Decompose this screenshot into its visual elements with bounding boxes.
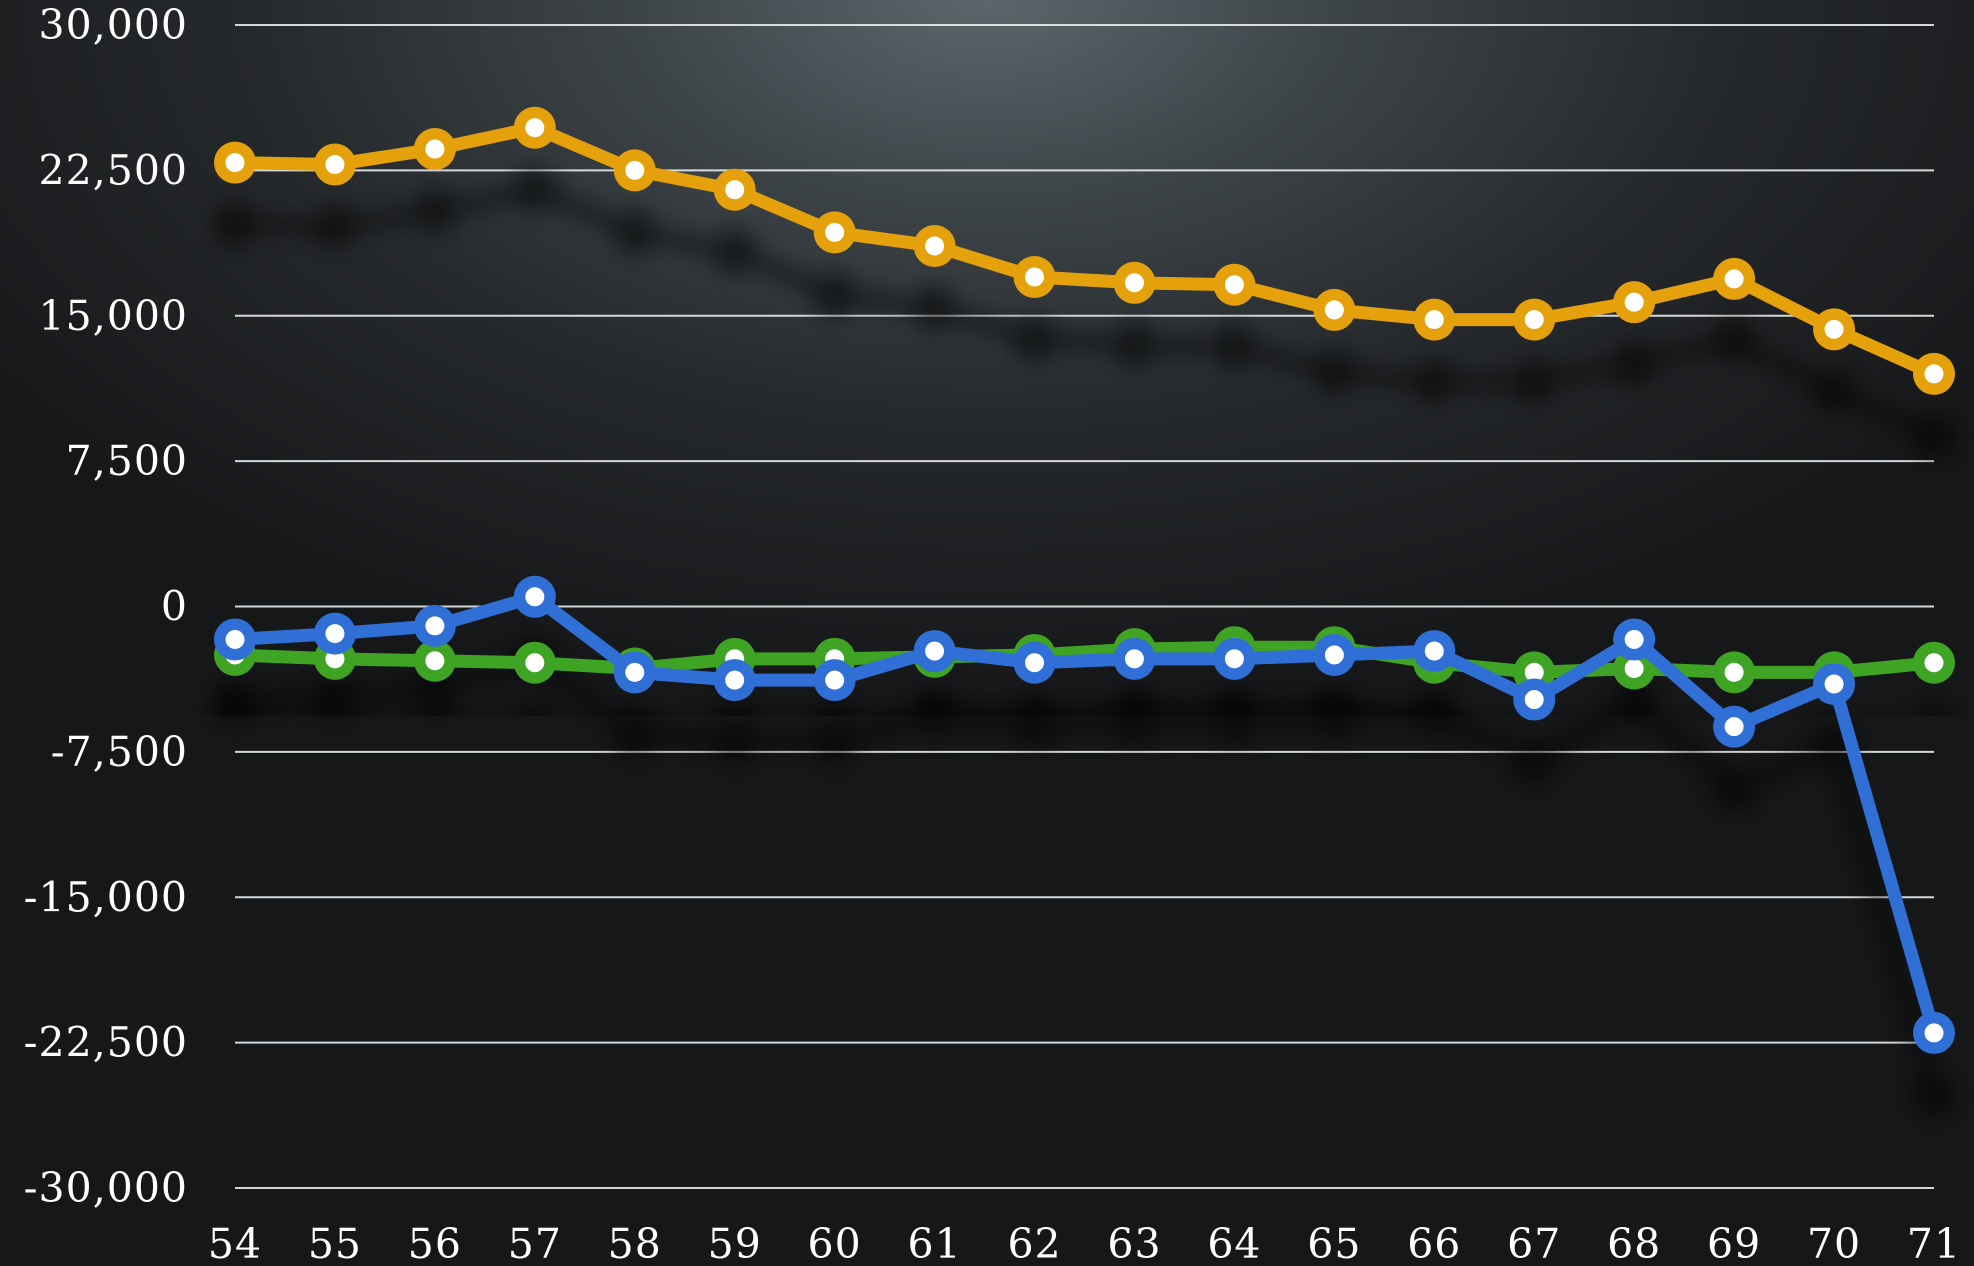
data-point-center: [325, 155, 345, 175]
data-point-center: [1324, 645, 1344, 665]
data-point-center: [1724, 662, 1744, 682]
y-tick-label: 30,000: [39, 1, 188, 49]
x-tick-label: 55: [308, 1220, 362, 1266]
data-point-center: [1524, 690, 1544, 710]
x-axis-ticks: 54 55 56 57 58 59 60 61 62 63 64 65 66 67 68 69 70 71: [208, 1220, 1961, 1266]
data-point-center: [1724, 269, 1744, 289]
data-point-center: [825, 670, 845, 690]
x-tick-label: 63: [1107, 1220, 1161, 1266]
x-tick-label: 71: [1907, 1220, 1961, 1266]
data-point-center: [925, 641, 945, 661]
data-point-center: [1324, 300, 1344, 320]
x-tick-label: 58: [608, 1220, 662, 1266]
data-point-center: [1124, 649, 1144, 669]
data-point-center: [1924, 1023, 1944, 1043]
data-point-center: [625, 160, 645, 180]
data-point-center: [425, 139, 445, 159]
x-tick-label: 65: [1307, 1220, 1361, 1266]
series-shadows: [213, 105, 1956, 1055]
x-tick-label: 67: [1507, 1220, 1561, 1266]
series-0: [214, 106, 1955, 395]
y-tick-label: -22,500: [24, 1019, 188, 1067]
data-point-center: [325, 624, 345, 644]
y-tick-label: -7,500: [51, 728, 188, 776]
y-tick-label: -15,000: [24, 873, 188, 921]
x-tick-label: 66: [1407, 1220, 1461, 1266]
data-point-center: [525, 587, 545, 607]
data-point-center: [425, 616, 445, 636]
data-point-center: [525, 118, 545, 138]
data-point-center: [525, 653, 545, 673]
x-tick-label: 62: [1007, 1220, 1061, 1266]
x-tick-label: 57: [508, 1220, 562, 1266]
series-layer: [214, 106, 1955, 1054]
data-point-center: [1524, 310, 1544, 330]
x-tick-label: 70: [1807, 1220, 1861, 1266]
data-point-center: [1924, 364, 1944, 384]
data-point-center: [1824, 674, 1844, 694]
y-tick-label: 22,500: [39, 146, 188, 194]
data-point-center: [1424, 641, 1444, 661]
x-tick-label: 68: [1607, 1220, 1661, 1266]
data-point-center: [1025, 653, 1045, 673]
data-point-center: [1624, 659, 1644, 679]
y-tick-label: 0: [161, 583, 188, 631]
data-point-center: [225, 629, 245, 649]
series-2: [214, 575, 1955, 1054]
data-point-center: [1924, 653, 1944, 673]
data-point-center: [425, 651, 445, 671]
data-point-center: [225, 153, 245, 173]
x-tick-label: 60: [808, 1220, 862, 1266]
x-tick-label: 61: [908, 1220, 962, 1266]
data-point-center: [1224, 275, 1244, 295]
data-point-center: [1025, 267, 1045, 287]
x-tick-label: 56: [408, 1220, 462, 1266]
y-tick-label: -30,000: [24, 1164, 188, 1212]
series-line: [228, 121, 1941, 381]
y-tick-label: 7,500: [66, 437, 188, 485]
series-shadow: [213, 105, 1956, 396]
data-point-center: [825, 222, 845, 242]
data-point-center: [1624, 292, 1644, 312]
y-tick-label: 15,000: [39, 292, 188, 340]
data-point-center: [725, 180, 745, 200]
x-tick-label: 64: [1207, 1220, 1261, 1266]
data-point-center: [1724, 717, 1744, 737]
data-point-center: [1824, 319, 1844, 339]
data-point-center: [1124, 273, 1144, 293]
data-point-center: [1524, 662, 1544, 682]
data-point-center: [925, 236, 945, 256]
data-point-center: [725, 670, 745, 690]
x-tick-label: 59: [708, 1220, 762, 1266]
data-point-center: [625, 662, 645, 682]
data-point-center: [1424, 310, 1444, 330]
y-axis-ticks: 30,000 22,500 15,000 7,500 0 -7,500 -15,000 -22…: [24, 1, 188, 1212]
data-point-center: [1624, 629, 1644, 649]
x-tick-label: 54: [208, 1220, 262, 1266]
data-point-center: [1224, 649, 1244, 669]
x-tick-label: 69: [1707, 1220, 1761, 1266]
